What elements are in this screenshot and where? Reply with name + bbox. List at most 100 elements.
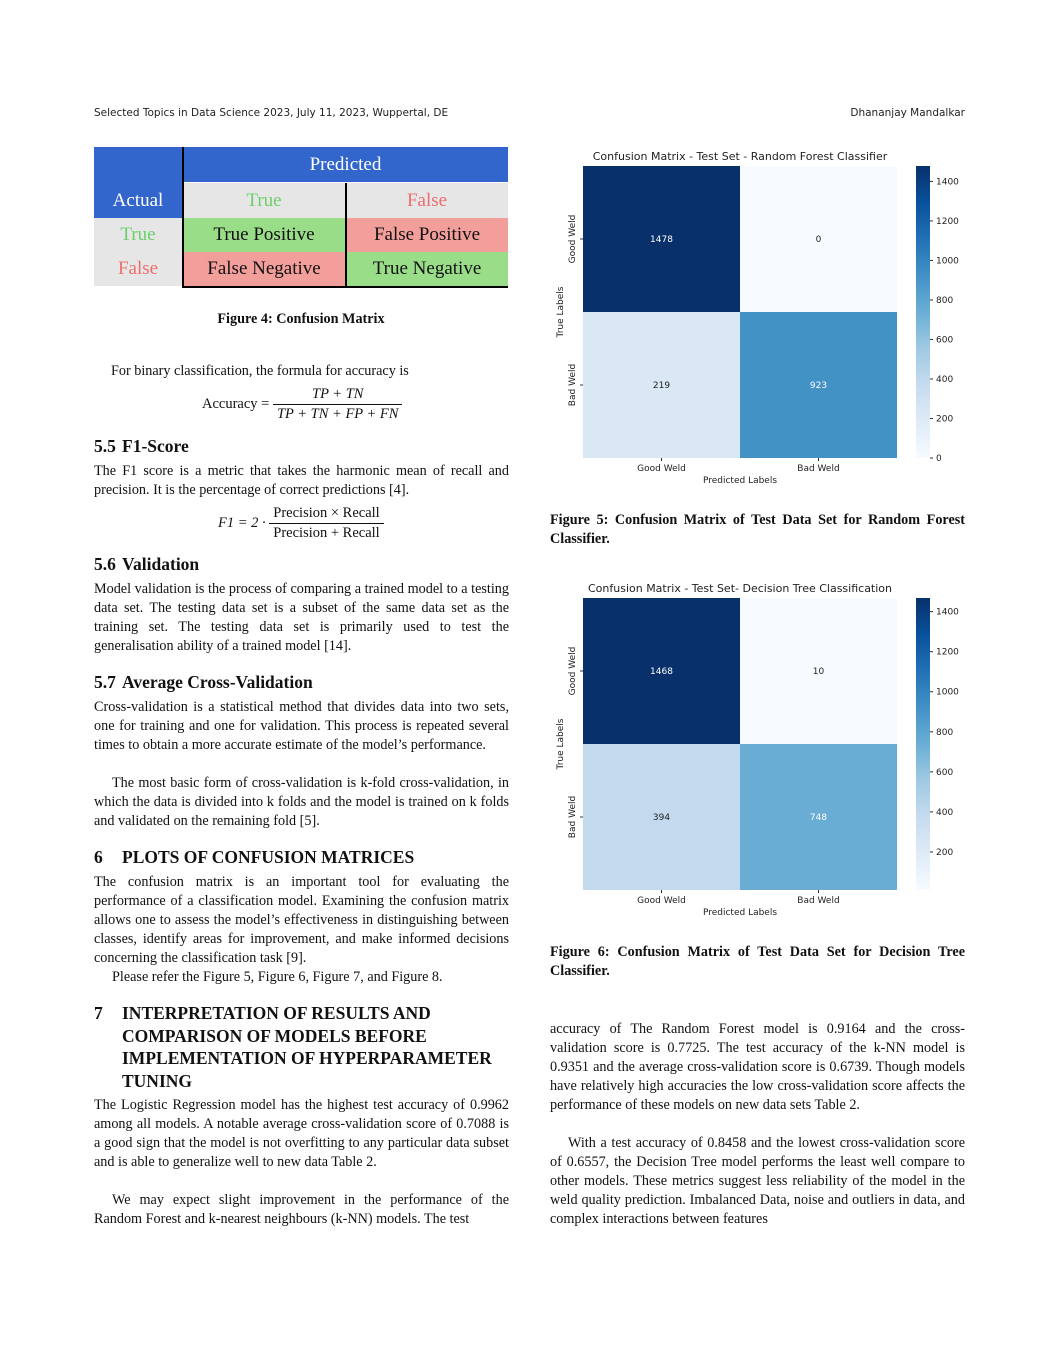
colorbar-tick-label: 1400 xyxy=(936,177,959,187)
cell-value-label: 923 xyxy=(810,381,827,391)
heatmap-cell xyxy=(583,744,740,890)
colorbar-tick-label: 200 xyxy=(936,848,953,858)
f1-denominator: Precision + Recall xyxy=(273,525,380,541)
section-7-title-line-4: TUNING xyxy=(122,1070,193,1091)
f1-lhs: F1 = 2 · xyxy=(218,515,266,531)
cell-value-label: 748 xyxy=(810,813,827,823)
actual-true-label: True xyxy=(94,218,182,252)
false-positive-cell: False Positive xyxy=(346,218,508,252)
chart-title: Confusion Matrix - Test Set- Decision Tr… xyxy=(588,582,892,595)
y-tick-label: Bad Weld xyxy=(568,364,578,406)
section-6-heading: 6 PLOTS OF CONFUSION MATRICES xyxy=(94,847,415,867)
accuracy-denominator: TP + TN + FP + FN xyxy=(276,406,399,422)
colorbar-tick-label: 1200 xyxy=(936,648,959,658)
section-7-title-line-3: IMPLEMENTATION OF HYPERPARAMETER xyxy=(122,1048,492,1068)
section-5-7-text-2: The most basic form of cross-validation … xyxy=(94,775,509,829)
colorbar-tick-label: 1000 xyxy=(936,688,959,698)
right-text-1: accuracy of The Random Forest model is 0… xyxy=(550,1021,965,1113)
colorbar-tick-label: 1000 xyxy=(936,256,959,266)
heatmap-cell xyxy=(740,166,897,312)
colorbar xyxy=(916,166,930,458)
y-tick-label: Good Weld xyxy=(568,215,578,264)
cell-value-label: 1478 xyxy=(650,235,673,245)
table-bottom-rule xyxy=(182,286,508,288)
colorbar-tick-label: 800 xyxy=(936,296,953,306)
false-negative-cell: False Negative xyxy=(183,252,345,286)
section-5-6-text: Model validation is the process of compa… xyxy=(94,581,509,654)
running-header-right: Dhananjay Mandalkar xyxy=(850,107,965,119)
colorbar-tick-label: 1200 xyxy=(936,217,959,227)
x-axis-label: Predicted Labels xyxy=(703,476,777,486)
random-forest-confusion-heatmap: Confusion Matrix - Test Set - Random For… xyxy=(556,150,959,486)
table-vertical-rule xyxy=(182,147,184,288)
section-7-title-line-1: INTERPRETATION OF RESULTS AND xyxy=(122,1003,431,1023)
x-tick-label: Good Weld xyxy=(637,896,686,906)
right-text-2: With a test accuracy of 0.8458 and the l… xyxy=(550,1135,965,1227)
heatmap-cell xyxy=(583,312,740,458)
accuracy-equation: Accuracy = TP + TN TP + TN + FP + FN xyxy=(202,386,403,423)
colorbar-tick-label: 200 xyxy=(936,414,953,424)
colorbar-tick-label: 400 xyxy=(936,808,953,818)
cell-value-label: 10 xyxy=(813,667,825,677)
x-tick-label: Good Weld xyxy=(637,464,686,474)
section-5-7-heading: 5.7 Average Cross-Validation xyxy=(94,672,313,692)
figure-6-caption: Figure 6: Confusion Matrix of Test Data … xyxy=(550,944,965,979)
section-7-number: 7 xyxy=(94,1003,103,1023)
decision-tree-confusion-heatmap: Confusion Matrix - Test Set- Decision Tr… xyxy=(556,582,959,918)
section-7-text-1: The Logistic Regression model has the hi… xyxy=(94,1097,509,1170)
predicted-header: Predicted xyxy=(183,147,508,182)
figure-4-caption: Figure 4: Confusion Matrix xyxy=(217,311,385,327)
accuracy-numerator: TP + TN xyxy=(272,386,403,405)
actual-header: Actual xyxy=(94,183,182,218)
section-5-5-heading: 5.5 F1-Score xyxy=(94,436,189,456)
section-5-5-text: The F1 score is a metric that takes the … xyxy=(94,463,509,498)
section-7-text-2: We may expect slight improvement in the … xyxy=(94,1192,509,1227)
section-6-text-2: Please refer the Figure 5, Figure 6, Fig… xyxy=(112,969,443,985)
cell-value-label: 0 xyxy=(816,235,822,245)
colorbar-tick-label: 800 xyxy=(936,728,953,738)
figure-5-caption: Figure 5: Confusion Matrix of Test Data … xyxy=(550,512,965,547)
section-7-title-line-2: COMPARISON OF MODELS BEFORE xyxy=(122,1025,427,1046)
heatmap-cell xyxy=(740,598,897,744)
accuracy-fraction: TP + TN TP + TN + FP + FN xyxy=(272,386,403,423)
cell-value-label: 219 xyxy=(653,381,670,391)
f1-fraction: Precision × Recall Precision + Recall xyxy=(269,505,384,542)
cell-value-label: 394 xyxy=(653,813,670,823)
colorbar-tick-label: 1400 xyxy=(936,608,959,618)
accuracy-intro: For binary classification, the formula f… xyxy=(111,363,409,379)
colorbar-tick-label: 600 xyxy=(936,768,953,778)
colorbar-tick-label: 400 xyxy=(936,375,953,385)
table-corner xyxy=(94,147,182,183)
heatmap-cell xyxy=(583,166,740,312)
section-6-text-1: The confusion matrix is an important too… xyxy=(94,874,509,966)
colorbar-tick-label: 0 xyxy=(936,454,942,464)
actual-false-label: False xyxy=(94,252,182,286)
y-axis-label: True Labels xyxy=(556,718,566,770)
predicted-true-label: True xyxy=(183,183,345,218)
section-5-7-text-1: Cross-validation is a statistical method… xyxy=(94,699,509,753)
section-5-6-heading: 5.6 Validation xyxy=(94,554,200,574)
colorbar-tick-label: 600 xyxy=(936,335,953,345)
section-7-heading: 7 INTERPRETATION OF RESULTS AND COMPARIS… xyxy=(94,1002,492,1092)
accuracy-lhs: Accuracy = xyxy=(202,396,270,412)
heatmap-cell xyxy=(740,744,897,890)
predicted-false-label: False xyxy=(346,183,508,218)
y-tick-label: Bad Weld xyxy=(568,796,578,838)
heatmap-cell xyxy=(583,598,740,744)
true-negative-cell: True Negative xyxy=(346,252,508,286)
confusion-matrix-table: Predicted Actual True False True True Po… xyxy=(94,147,508,288)
table-vertical-rule-2 xyxy=(345,183,347,288)
chart-title: Confusion Matrix - Test Set - Random For… xyxy=(593,150,888,163)
heatmap-cell xyxy=(740,312,897,458)
true-positive-cell: True Positive xyxy=(183,218,345,252)
f1-equation: F1 = 2 · Precision × Recall Precision + … xyxy=(218,505,384,542)
y-axis-label: True Labels xyxy=(556,286,566,338)
x-axis-label: Predicted Labels xyxy=(703,908,777,918)
x-tick-label: Bad Weld xyxy=(797,896,839,906)
colorbar xyxy=(916,598,930,890)
f1-numerator: Precision × Recall xyxy=(269,505,384,524)
y-tick-label: Good Weld xyxy=(568,647,578,696)
running-header-left: Selected Topics in Data Science 2023, Ju… xyxy=(94,107,449,119)
x-tick-label: Bad Weld xyxy=(797,464,839,474)
cell-value-label: 1468 xyxy=(650,667,673,677)
